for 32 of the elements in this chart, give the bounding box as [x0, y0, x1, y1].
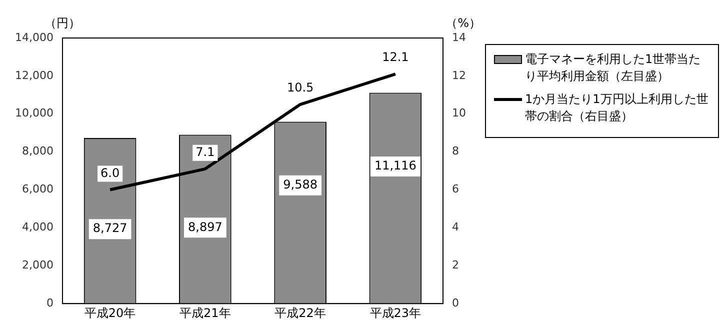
text: 11,116 [374, 158, 416, 173]
y-tick-label: 0 [46, 296, 54, 310]
y2-tick-label: 0 [452, 296, 460, 310]
y-tick-label: 4,000 [22, 220, 54, 234]
x-tick-label: 平成21年 [180, 306, 231, 320]
x-tick-label: 平成20年 [84, 306, 136, 320]
data-label: 7.1 [196, 145, 215, 160]
text: 9,588 [283, 177, 318, 192]
y2-tick-label: 6 [452, 182, 460, 196]
y-tick-label: 6,000 [22, 182, 54, 196]
data-label: 6.0 [100, 166, 120, 180]
y2-tick-label: 4 [452, 220, 460, 234]
y2-tick-label: 10 [452, 106, 466, 120]
legend-label: 電子マネーを利用した1世帯当たり平均利用金額（左目盛） [525, 51, 702, 85]
text: 8,897 [188, 220, 222, 234]
y-tick-label: 2,000 [22, 258, 54, 272]
y2-tick-label: 14 [452, 30, 466, 44]
x-tick-label: 平成22年 [274, 306, 326, 320]
y2-tick-label: 2 [452, 258, 460, 272]
data-label: 10.5 [286, 80, 314, 95]
y-tick-label: 10,000 [14, 106, 54, 120]
data-label: 12.1 [382, 50, 409, 64]
y2-axis-title: （%） [446, 16, 481, 30]
y-tick-label: 14,000 [14, 30, 54, 44]
legend-label: 1か月当たり1万円以上利用した世帯の割合（右目盛） [525, 91, 710, 125]
y-axis-title: （円） [44, 16, 80, 30]
x-tick-label: 平成23年 [370, 306, 422, 320]
y2-tick-label: 12 [452, 68, 466, 82]
y2-tick-label: 8 [452, 144, 460, 158]
y-tick-label: 8,000 [22, 144, 54, 158]
text: 8,727 [92, 221, 128, 236]
y-tick-label: 12,000 [14, 68, 54, 82]
